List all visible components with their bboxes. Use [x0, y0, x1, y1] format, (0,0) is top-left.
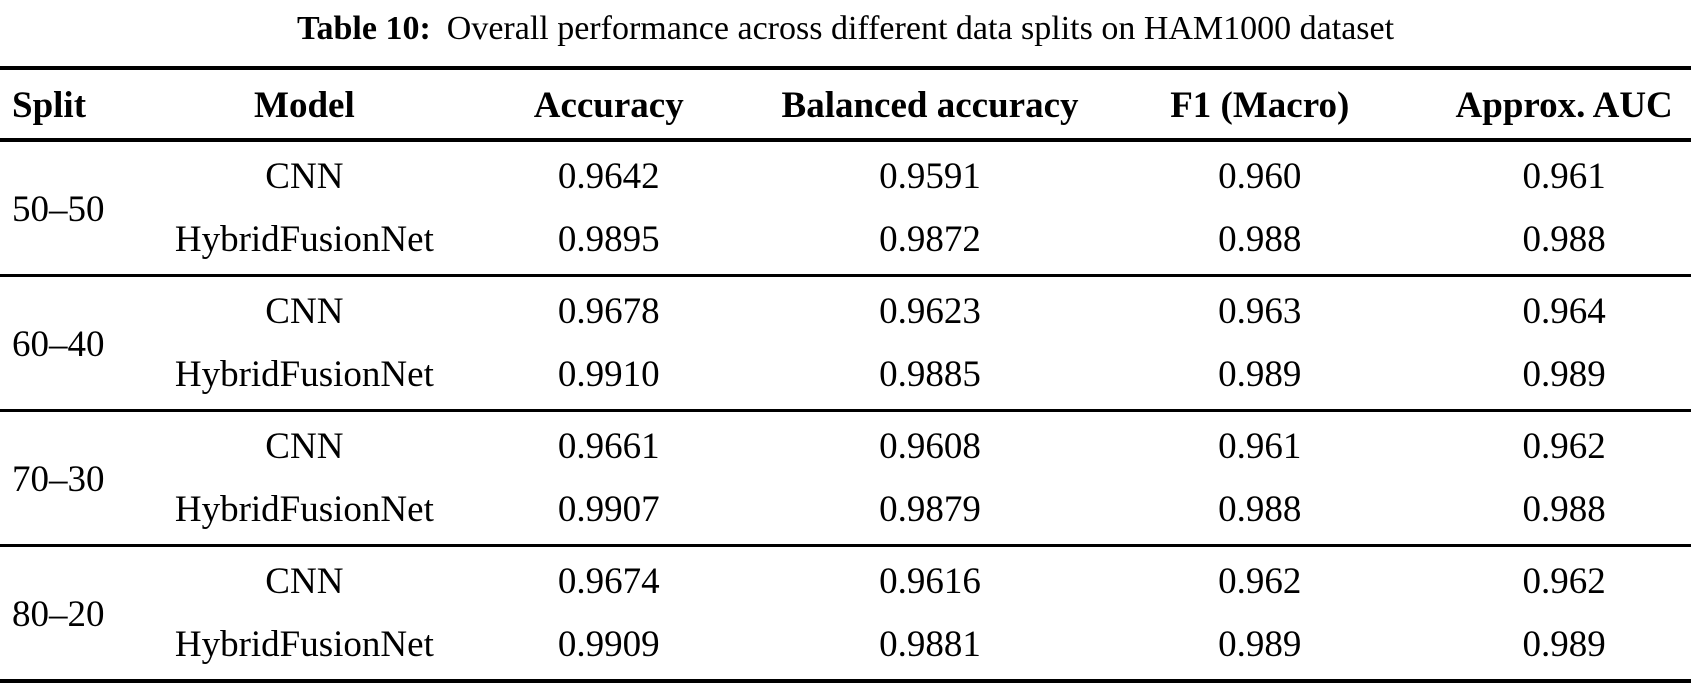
table-row: HybridFusionNet 0.9895 0.9872 0.988 0.98…	[0, 208, 1691, 276]
balanced-accuracy-cell: 0.9616	[879, 561, 981, 602]
table-row: 70–30 CNN 0.9661 0.9608 0.961 0.962	[0, 411, 1691, 498]
accuracy-cell: 0.9907	[557, 489, 660, 530]
section-70-30: 70–30 CNN 0.9661 0.9608 0.961 0.962 Hybr…	[0, 411, 1691, 546]
balanced-accuracy-cell: 0.9885	[879, 354, 981, 395]
approx-auc-cell: 0.989	[1522, 354, 1606, 395]
model-cell: HybridFusionNet	[174, 624, 434, 665]
model-cell: CNN	[265, 426, 344, 467]
accuracy-cell: 0.9910	[557, 354, 660, 395]
f1-macro-cell: 0.963	[1218, 291, 1302, 332]
table-caption: Table 10: Overall performance across diff…	[0, 0, 1691, 66]
approx-auc-cell: 0.964	[1522, 291, 1606, 332]
f1-macro-cell: 0.962	[1218, 561, 1302, 602]
approx-auc-cell: 0.962	[1522, 561, 1606, 602]
approx-auc-cell: 0.988	[1522, 489, 1606, 530]
model-cell: HybridFusionNet	[174, 489, 434, 530]
header-model: Model	[169, 68, 440, 142]
header-row: Split Model Accuracy Balanced accuracy F…	[0, 68, 1691, 142]
split-cell: 80–20	[12, 594, 105, 635]
approx-auc-cell: 0.989	[1522, 624, 1606, 665]
model-cell: HybridFusionNet	[174, 219, 434, 260]
balanced-accuracy-cell: 0.9623	[879, 291, 981, 332]
model-cell: CNN	[265, 561, 344, 602]
table-row: HybridFusionNet 0.9907 0.9879 0.988 0.98…	[0, 478, 1691, 546]
table-caption-text: Overall performance across different dat…	[446, 10, 1395, 47]
f1-macro-cell: 0.989	[1218, 624, 1302, 665]
table-row: 50–50 CNN 0.9642 0.9591 0.960 0.961	[0, 140, 1691, 228]
header-accuracy: Accuracy	[439, 68, 778, 142]
accuracy-cell: 0.9674	[557, 561, 660, 602]
results-table: Split Model Accuracy Balanced accuracy F…	[0, 66, 1691, 683]
approx-auc-cell: 0.962	[1522, 426, 1606, 467]
f1-macro-cell: 0.989	[1218, 354, 1302, 395]
model-cell: HybridFusionNet	[174, 354, 434, 395]
model-cell: CNN	[265, 156, 344, 197]
accuracy-cell: 0.9661	[557, 426, 660, 467]
f1-macro-cell: 0.961	[1218, 426, 1302, 467]
section-60-40: 60–40 CNN 0.9678 0.9623 0.963 0.964 Hybr…	[0, 276, 1691, 411]
balanced-accuracy-cell: 0.9872	[879, 219, 981, 260]
f1-macro-cell: 0.988	[1218, 219, 1302, 260]
model-cell: CNN	[265, 291, 344, 332]
accuracy-cell: 0.9895	[557, 219, 660, 260]
balanced-accuracy-cell: 0.9879	[879, 489, 981, 530]
accuracy-cell: 0.9909	[557, 624, 660, 665]
f1-macro-cell: 0.960	[1218, 156, 1302, 197]
table-row: HybridFusionNet 0.9910 0.9885 0.989 0.98…	[0, 343, 1691, 411]
table-row: 80–20 CNN 0.9674 0.9616 0.962 0.962	[0, 546, 1691, 633]
table-row: HybridFusionNet 0.9909 0.9881 0.989 0.98…	[0, 613, 1691, 681]
accuracy-cell: 0.9642	[557, 156, 660, 197]
split-cell: 60–40	[12, 324, 105, 365]
balanced-accuracy-cell: 0.9591	[879, 156, 981, 197]
accuracy-cell: 0.9678	[557, 291, 660, 332]
header-balanced-accuracy: Balanced accuracy	[777, 68, 1083, 142]
split-cell: 70–30	[12, 459, 105, 500]
table-row: 60–40 CNN 0.9678 0.9623 0.963 0.964	[0, 276, 1691, 363]
section-80-20: 80–20 CNN 0.9674 0.9616 0.962 0.962 Hybr…	[0, 546, 1691, 681]
f1-macro-cell: 0.988	[1218, 489, 1302, 530]
header-f1-macro: F1 (Macro)	[1082, 68, 1438, 142]
header-split: Split	[0, 68, 170, 142]
header-approx-auc: Approx. AUC	[1437, 68, 1691, 142]
balanced-accuracy-cell: 0.9881	[879, 624, 981, 665]
table-caption-label: Table 10:	[296, 10, 431, 47]
approx-auc-cell: 0.988	[1522, 219, 1606, 260]
approx-auc-cell: 0.961	[1522, 156, 1606, 197]
section-50-50: 50–50 CNN 0.9642 0.9591 0.960 0.961 Hybr…	[0, 140, 1691, 276]
split-cell: 50–50	[12, 189, 105, 230]
balanced-accuracy-cell: 0.9608	[879, 426, 981, 467]
